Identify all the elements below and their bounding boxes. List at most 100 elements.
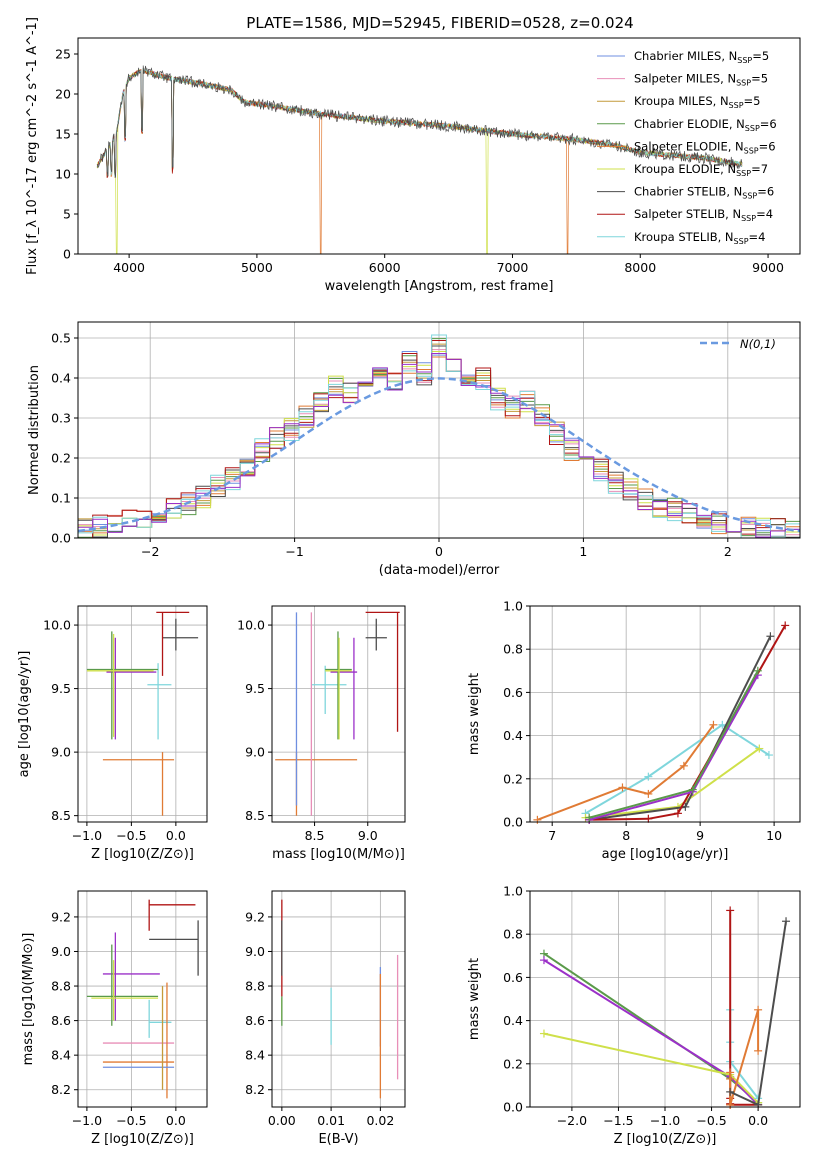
spectrum-xtick-label: 7000 <box>497 260 529 275</box>
legend-count: =5 <box>751 72 768 86</box>
age-Z-ylabel: age [log10(age/yr)] <box>17 651 32 778</box>
legend-entry: Salpeter ELODIE, NSSP=6 <box>634 139 776 155</box>
massweight-Z-xtick-label: −2.0 <box>557 1113 587 1128</box>
residuals-xlabel: (data-model)/error <box>379 563 500 578</box>
massweight-Z-ytick-label: 0.4 <box>503 1013 523 1028</box>
age-mass-ytick-label: 8.5 <box>245 808 265 823</box>
mass-EBV-ytick-label: 8.4 <box>245 1048 265 1063</box>
mass-Z-ylabel: mass [log10(M/M⊙)] <box>21 933 36 1066</box>
mass-Z-ytick-label: 8.6 <box>51 1013 71 1028</box>
mass-Z-xlabel: Z [log10(Z/Z⊙)] <box>91 1132 194 1147</box>
mass-Z-xtick-label: −1.0 <box>72 1113 102 1128</box>
residual-hist-series <box>78 353 800 538</box>
age-Z-xtick-label: 0.0 <box>166 828 186 843</box>
residuals-xtick-label: −2 <box>141 544 159 559</box>
age-mass-ytick-label: 9.0 <box>245 745 265 760</box>
residual-hist-series <box>78 356 800 538</box>
residuals-ytick-label: 0.1 <box>51 491 71 506</box>
gaussian-curve <box>77 377 801 533</box>
massweight-age-ytick-label: 0.8 <box>503 642 523 657</box>
legend-entry: Chabrier STELIB, NSSP=6 <box>634 185 774 201</box>
spectrum-ytick-label: 15 <box>55 127 71 142</box>
age-Z-xlabel: Z [log10(Z/Z⊙)] <box>91 847 194 862</box>
massweight-age-xtick-label: 8 <box>622 828 630 843</box>
mass-EBV-ytick-label: 8.6 <box>245 1013 265 1028</box>
legend-count: =4 <box>756 207 773 221</box>
residuals-ytick-label: 0.2 <box>51 451 71 466</box>
massweight-age-ytick-label: 0.2 <box>503 771 523 786</box>
spectrum-ylabel: Flux [f_λ 10^-17 erg cm^-2 s^-1 A^-1] <box>25 17 40 275</box>
mass-Z-frame <box>77 890 208 1108</box>
residual-hist-series <box>78 351 800 536</box>
residuals-xtick-label: −1 <box>285 544 303 559</box>
age-mass-xtick-label: 9.0 <box>358 828 378 843</box>
massweight-age-xtick-label: 10 <box>766 828 782 843</box>
mass-Z-xtick-label: 0.0 <box>166 1113 186 1128</box>
mass-EBV-frame <box>271 890 406 1108</box>
massweight-Z-xtick-label: −1.0 <box>650 1113 680 1128</box>
mass-Z-ytick-label: 8.4 <box>51 1048 71 1063</box>
legend-subscript: SSP <box>741 214 756 223</box>
legend-subscript: SSP <box>729 101 744 110</box>
spectrum-ytick-label: 10 <box>55 167 71 182</box>
legend-count: =6 <box>757 185 774 199</box>
mass-EBV-xtick-label: 0.02 <box>366 1113 394 1128</box>
spectrum-xtick-label: 6000 <box>369 260 401 275</box>
massweight-Z-ytick-label: 0.0 <box>503 1100 523 1115</box>
massweight-Z-ytick-label: 0.8 <box>503 927 523 942</box>
spectrum-series-line <box>96 65 743 178</box>
residual-hist-series <box>78 338 800 538</box>
spectrum-xlabel: wavelength [Angstrom, rest frame] <box>325 279 554 294</box>
legend-subscript: SSP <box>744 146 759 155</box>
legend-count: =6 <box>759 139 776 153</box>
massweight-age-ytick-label: 0.6 <box>503 685 523 700</box>
residual-hist-series <box>78 343 800 539</box>
residual-hist-series <box>78 340 800 539</box>
spectrum-xtick-label: 9000 <box>752 260 784 275</box>
legend-entry: Salpeter STELIB, NSSP=4 <box>634 207 773 223</box>
massweight-Z-series-line <box>543 1032 759 1104</box>
legend-subscript: SSP <box>745 124 760 133</box>
legend-entry: Kroupa MILES, NSSP=5 <box>634 94 760 110</box>
age-Z-ytick-label: 10.0 <box>43 618 71 633</box>
massweight-age-ylabel: mass weight <box>467 673 482 755</box>
massweight-age-ytick-label: 1.0 <box>503 599 523 614</box>
figure-title: PLATE=1586, MJD=52945, FIBERID=0528, z=0… <box>246 14 633 32</box>
mass-EBV-ytick-label: 9.0 <box>245 944 265 959</box>
massweight-Z-series-line <box>543 959 759 1106</box>
mass-EBV-ytick-label: 8.2 <box>245 1082 265 1097</box>
massweight-Z-xtick-label: −0.5 <box>696 1113 726 1128</box>
age-Z-ytick-label: 9.0 <box>51 745 71 760</box>
residuals-frame <box>77 321 801 539</box>
massweight-age-xtick-label: 9 <box>696 828 704 843</box>
legend-entry: Kroupa ELODIE, NSSP=7 <box>634 162 768 178</box>
legend-count: =5 <box>744 94 761 108</box>
massweight-age-ytick-label: 0.4 <box>503 728 523 743</box>
mass-EBV-xlabel: E(B-V) <box>318 1132 358 1147</box>
panels: 4000 5000 6000 7000 8000 90000510152025wavele… <box>17 17 801 1147</box>
residuals-ylabel: Normed distribution <box>27 365 42 495</box>
age-Z-xtick-label: −0.5 <box>116 828 146 843</box>
residual-hist-series <box>78 345 800 538</box>
residuals-xtick-label: 0 <box>435 544 443 559</box>
massweight-Z-series-line <box>729 910 759 1106</box>
age-mass-ytick-label: 9.5 <box>245 681 265 696</box>
residuals-ytick-label: 0.4 <box>51 371 71 386</box>
spectrum-ytick-label: 5 <box>63 207 71 222</box>
spectrum-frame <box>77 37 801 255</box>
massweight-Z-ytick-label: 0.6 <box>503 970 523 985</box>
mass-Z-ytick-label: 8.8 <box>51 979 71 994</box>
mass-EBV-xtick-label: 0.00 <box>268 1113 296 1128</box>
mass-Z-xtick-label: −0.5 <box>116 1113 146 1128</box>
mass-EBV-ytick-label: 9.2 <box>245 909 265 924</box>
massweight-Z-frame <box>529 890 801 1108</box>
mass-Z-ytick-label: 9.2 <box>51 909 71 924</box>
mass-Z-ytick-label: 8.2 <box>51 1082 71 1097</box>
legend-subscript: SSP <box>734 237 749 246</box>
massweight-age-series-line <box>584 723 770 815</box>
legend-count: =4 <box>749 230 766 244</box>
legend-subscript: SSP <box>737 56 752 65</box>
massweight-Z-ylabel: mass weight <box>467 958 482 1040</box>
residuals-ytick-label: 0.0 <box>51 531 71 546</box>
legend-entry: Chabrier ELODIE, NSSP=6 <box>634 117 777 133</box>
